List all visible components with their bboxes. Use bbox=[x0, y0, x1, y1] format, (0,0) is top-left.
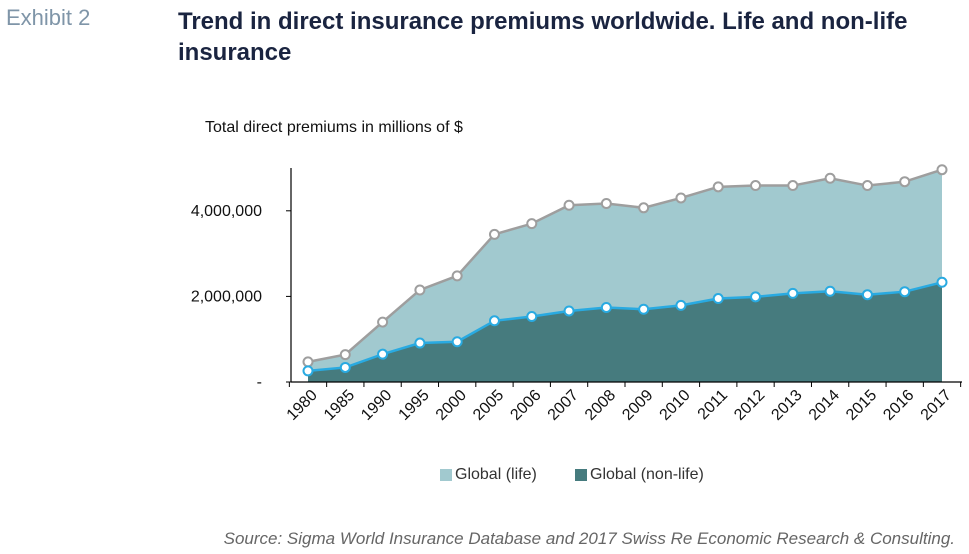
x-tick-label: 2008 bbox=[582, 387, 619, 424]
legend-item-nonlife: Global (non-life) bbox=[575, 466, 704, 484]
x-tick-label: 2005 bbox=[470, 387, 507, 424]
nonlife-point bbox=[861, 289, 873, 301]
life-point bbox=[302, 356, 314, 368]
nonlife-point bbox=[377, 348, 389, 360]
x-tick-label: 2006 bbox=[507, 387, 544, 424]
x-tick-label: 2014 bbox=[806, 387, 843, 424]
nonlife-point bbox=[899, 286, 911, 298]
life-point bbox=[899, 176, 911, 188]
x-tick-label: 2015 bbox=[843, 387, 880, 424]
x-tick-label: 2016 bbox=[880, 387, 917, 424]
life-line bbox=[307, 168, 943, 364]
life-point bbox=[750, 180, 762, 192]
legend-label-nonlife: Global (non-life) bbox=[590, 466, 704, 483]
life-point bbox=[377, 316, 389, 328]
nonlife-point bbox=[638, 303, 650, 315]
nonlife-line bbox=[307, 281, 943, 373]
y-axis-label: Total direct premiums in millions of $ bbox=[205, 119, 463, 136]
y-tick-label: 2,000,000 bbox=[191, 288, 262, 305]
nonlife-point bbox=[750, 291, 762, 303]
y-tick-label: 4,000,000 bbox=[191, 203, 262, 220]
x-tick-label: 1980 bbox=[284, 387, 321, 424]
x-tick-label: 2007 bbox=[545, 387, 582, 424]
legend-label-life: Global (life) bbox=[455, 466, 537, 483]
x-tick-label: 2000 bbox=[433, 387, 470, 424]
nonlife-point bbox=[414, 337, 426, 349]
life-point bbox=[451, 270, 463, 282]
life-point bbox=[488, 228, 500, 240]
x-tick-label: 1990 bbox=[358, 387, 395, 424]
legend-item-life: Global (life) bbox=[440, 466, 537, 484]
life-point bbox=[414, 284, 426, 296]
nonlife-point bbox=[936, 276, 948, 288]
life-point bbox=[339, 349, 351, 361]
nonlife-point bbox=[824, 285, 836, 297]
x-tick-label: 2011 bbox=[695, 387, 731, 423]
legend-swatch-nonlife bbox=[575, 469, 587, 481]
life-point bbox=[712, 181, 724, 193]
life-point bbox=[787, 180, 799, 192]
nonlife-area bbox=[308, 282, 942, 382]
nonlife-point bbox=[675, 299, 687, 311]
nonlife-point bbox=[526, 311, 538, 323]
chart-title: Trend in direct insurance premiums world… bbox=[178, 8, 908, 66]
exhibit-label: Exhibit 2 bbox=[6, 5, 91, 30]
life-point bbox=[526, 218, 538, 230]
life-point bbox=[638, 202, 650, 214]
life-point bbox=[824, 172, 836, 184]
x-tick-label: 2010 bbox=[657, 387, 694, 424]
nonlife-point bbox=[712, 293, 724, 305]
x-tick-label: 2017 bbox=[918, 387, 955, 424]
nonlife-point bbox=[302, 365, 314, 377]
nonlife-point bbox=[488, 315, 500, 327]
nonlife-point bbox=[451, 336, 463, 348]
source-note: Source: Sigma World Insurance Database a… bbox=[223, 529, 955, 548]
x-tick-label: 1995 bbox=[396, 387, 433, 424]
x-tick-label: 2013 bbox=[768, 387, 805, 424]
life-point bbox=[861, 180, 873, 192]
life-point bbox=[600, 198, 612, 210]
nonlife-point bbox=[339, 361, 351, 373]
nonlife-point bbox=[563, 305, 575, 317]
life-point bbox=[563, 199, 575, 211]
x-tick-label: 1985 bbox=[321, 387, 358, 424]
legend: Global (life) Global (non-life) bbox=[0, 466, 969, 486]
life-point bbox=[675, 192, 687, 204]
legend-swatch-life bbox=[440, 469, 452, 481]
nonlife-point bbox=[787, 287, 799, 299]
nonlife-point bbox=[600, 302, 612, 314]
life-point bbox=[936, 164, 948, 176]
x-tick-label: 2012 bbox=[731, 387, 768, 424]
x-tick-label: 2009 bbox=[619, 387, 656, 424]
y-tick-label: - bbox=[257, 374, 262, 391]
